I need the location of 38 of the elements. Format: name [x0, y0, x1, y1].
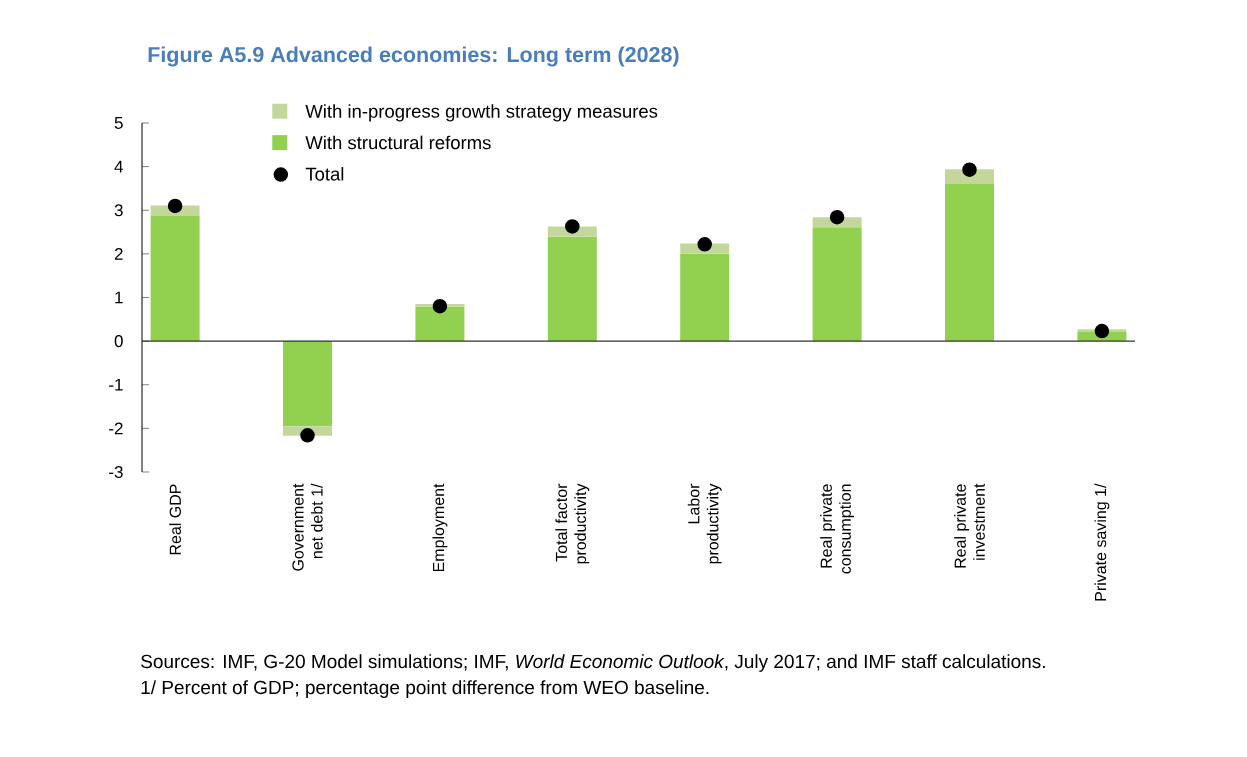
x-tick-label: Total factor productivity: [555, 483, 590, 564]
bar: [812, 227, 862, 342]
y-tick-label: 1: [115, 291, 123, 304]
bar: [945, 184, 994, 342]
bar: [283, 341, 332, 427]
x-tick-label: Real private investment: [954, 483, 985, 568]
source-note: Sources: IMF, G-20 Model simulations; IMF, World Economic Outlook, July 2017; and IMF staff calculations.: [141, 654, 1045, 672]
point: [167, 198, 183, 214]
point: [829, 209, 845, 225]
chart-title: Figure A5.9 Advanced economies: Long term (2028): [148, 46, 679, 67]
y-tick-label: -3: [109, 465, 123, 479]
point: [962, 162, 977, 177]
point: [565, 219, 580, 234]
text: 1/ Percent of GDP; percentage point difference from WEO baseline.: [141, 680, 709, 698]
x-tick-label: Employment: [432, 483, 448, 572]
legend-label: With structural reforms: [305, 135, 491, 150]
x-tick-label: Real GDP: [169, 484, 181, 555]
point: [432, 298, 448, 314]
y-tick-label: -1: [109, 378, 123, 391]
bar: [680, 253, 730, 342]
y-tick-label: 4: [114, 160, 123, 173]
point: [1094, 323, 1110, 339]
y-tick-label: 5: [114, 117, 123, 129]
x-tick-label: Private saving 1/: [1094, 483, 1110, 601]
bar: [415, 306, 465, 342]
y-tick-label: 2: [114, 247, 123, 260]
legend-label: With in-progress growth strategy measures: [305, 104, 658, 122]
y-tick-label: 0: [114, 335, 123, 348]
x-tick-label: Labor productivity: [687, 483, 722, 564]
x-tick-label: Real private consumption: [820, 484, 855, 574]
y-tick-label: 3: [114, 204, 123, 217]
point: [697, 237, 712, 252]
bar: [150, 215, 200, 342]
bar: [547, 236, 597, 342]
x-tick-label: Government net debt 1/: [292, 483, 323, 571]
y-tick-label: -2: [109, 422, 123, 435]
point: [300, 428, 315, 443]
legend-label: Total: [305, 167, 344, 181]
